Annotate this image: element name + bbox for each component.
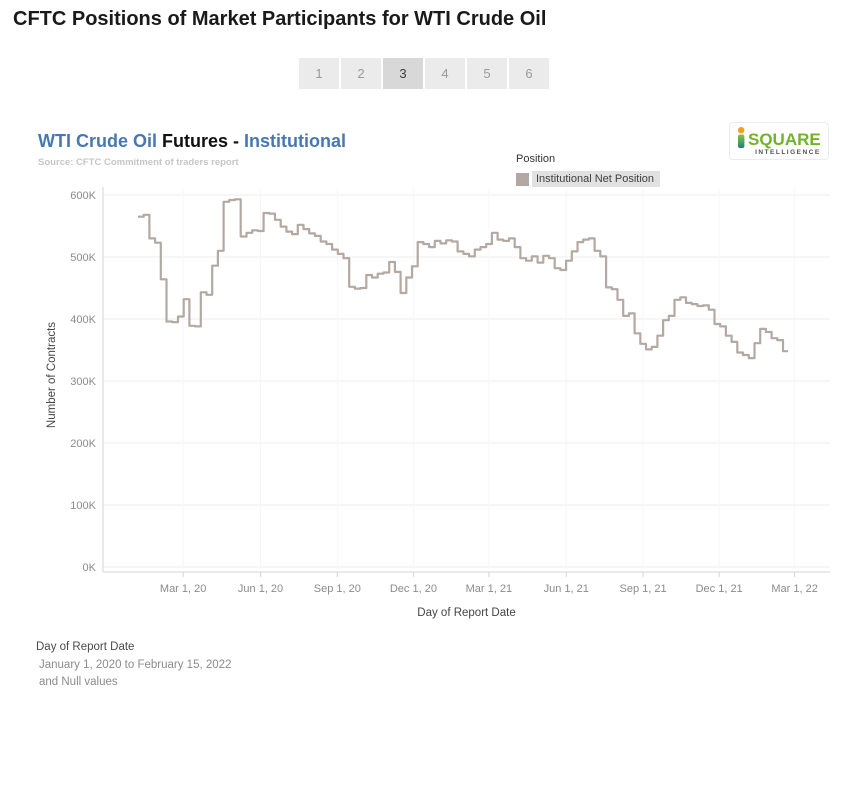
x-tick-label: Sep 1, 21 — [619, 583, 666, 595]
chart-title-segment: Institutional — [244, 131, 347, 151]
legend-swatch — [516, 172, 529, 186]
x-tick-label: Dec 1, 20 — [390, 583, 437, 595]
chart-footer: Day of Report Date January 1, 2020 to Fe… — [36, 639, 231, 692]
y-axis-title: Number of Contracts — [46, 322, 58, 428]
x-tick-label: Dec 1, 21 — [696, 583, 743, 595]
y-tick-label: 100K — [70, 500, 96, 512]
x-tick-label: Mar 1, 21 — [466, 583, 512, 595]
y-tick-label: 300K — [70, 376, 96, 388]
legend-item-label: Institutional Net Position — [532, 171, 661, 187]
logo-square-text: SQUARE — [748, 130, 821, 149]
y-tick-label: 500K — [70, 252, 96, 264]
pagination-button-2[interactable]: 2 — [341, 58, 381, 89]
pagination-button-6[interactable]: 6 — [509, 58, 549, 89]
footer-null-values: and Null values — [39, 676, 118, 688]
pagination-button-3[interactable]: 3 — [383, 58, 423, 89]
x-grid: Mar 1, 20 Jun 1, 20 Sep 1, 20 Dec 1, 20 Mar … — [160, 188, 818, 595]
pagination-button-5[interactable]: 5 — [467, 58, 507, 89]
x-tick-label: Mar 1, 22 — [771, 583, 817, 595]
logo-i-icon — [738, 127, 745, 148]
y-grid: 600K 500K 400K 300K 200K 100K 0K — [70, 190, 830, 574]
page-title: CFTC Positions of Market Participants fo… — [13, 8, 547, 30]
pagination-button-4[interactable]: 4 — [425, 58, 465, 89]
series-institutional-net-position[interactable] — [138, 198, 788, 360]
x-tick-label: Jun 1, 21 — [544, 583, 589, 595]
isquare-logo: SQUARE INTELLIGENCE — [729, 122, 829, 160]
y-tick-label: 400K — [70, 314, 96, 326]
legend: Position Institutional Net Position — [516, 153, 661, 187]
y-tick-label: 200K — [70, 438, 96, 450]
chart-title: WTI Crude Oil Futures - Institutional — [38, 131, 346, 152]
y-tick-label: 600K — [70, 190, 96, 202]
chart-title-product: WTI Crude Oil — [38, 131, 157, 151]
x-tick-label: Mar 1, 20 — [160, 583, 206, 595]
legend-title: Position — [516, 153, 556, 165]
legend-item-0[interactable]: Institutional Net Position — [516, 171, 661, 187]
footer-title: Day of Report Date — [36, 641, 135, 653]
x-tick-label: Sep 1, 20 — [314, 583, 361, 595]
footer-date-range: January 1, 2020 to February 15, 2022 — [39, 658, 232, 671]
logo-intelligence-text: INTELLIGENCE — [755, 149, 821, 156]
x-tick-label: Jun 1, 20 — [238, 583, 283, 595]
chart-source: Source: CFTC Commitment of traders repor… — [38, 157, 239, 168]
y-tick-label: 0K — [83, 562, 97, 574]
x-axis-title: Day of Report Date — [417, 607, 515, 619]
chart-title-mid: Futures - — [157, 131, 245, 151]
pagination-button-1[interactable]: 1 — [299, 58, 339, 89]
chart-plot: 600K 500K 400K 300K 200K 100K 0K Mar 1, 20 Jun 1… — [46, 187, 830, 619]
legend-items: Institutional Net Position — [516, 171, 661, 187]
